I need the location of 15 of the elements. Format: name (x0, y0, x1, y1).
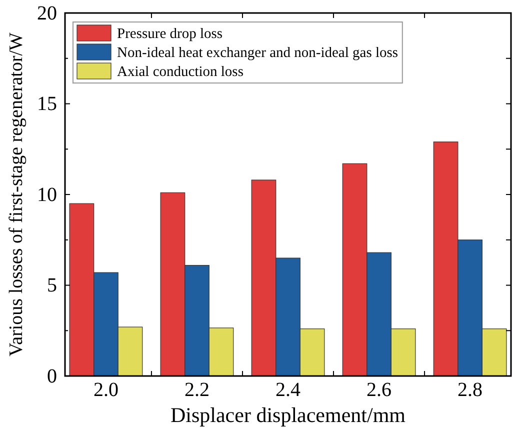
x-axis-title: Displacer displacement/mm (170, 403, 406, 427)
x-tick-label: 2.2 (184, 379, 210, 402)
y-tick-label: 10 (37, 184, 57, 206)
legend-label: Non-ideal heat exchanger and non-ideal gas loss (117, 45, 398, 61)
y-axis-title: Various losses of first-stage regenerator/W (6, 32, 27, 356)
legend-label: Pressure drop loss (117, 26, 223, 42)
legend-label: Axial conduction loss (117, 64, 244, 80)
x-tick-label: 2.4 (276, 379, 300, 402)
x-tick-label: 2.8 (458, 379, 483, 402)
x-tick-label: 2.0 (93, 379, 118, 402)
y-tick-label: 20 (37, 2, 57, 24)
y-tick-label: 5 (47, 274, 57, 297)
x-tick-label: 2.6 (366, 379, 392, 402)
y-tick-label: 0 (47, 365, 57, 388)
y-tick-label: 15 (37, 93, 57, 116)
